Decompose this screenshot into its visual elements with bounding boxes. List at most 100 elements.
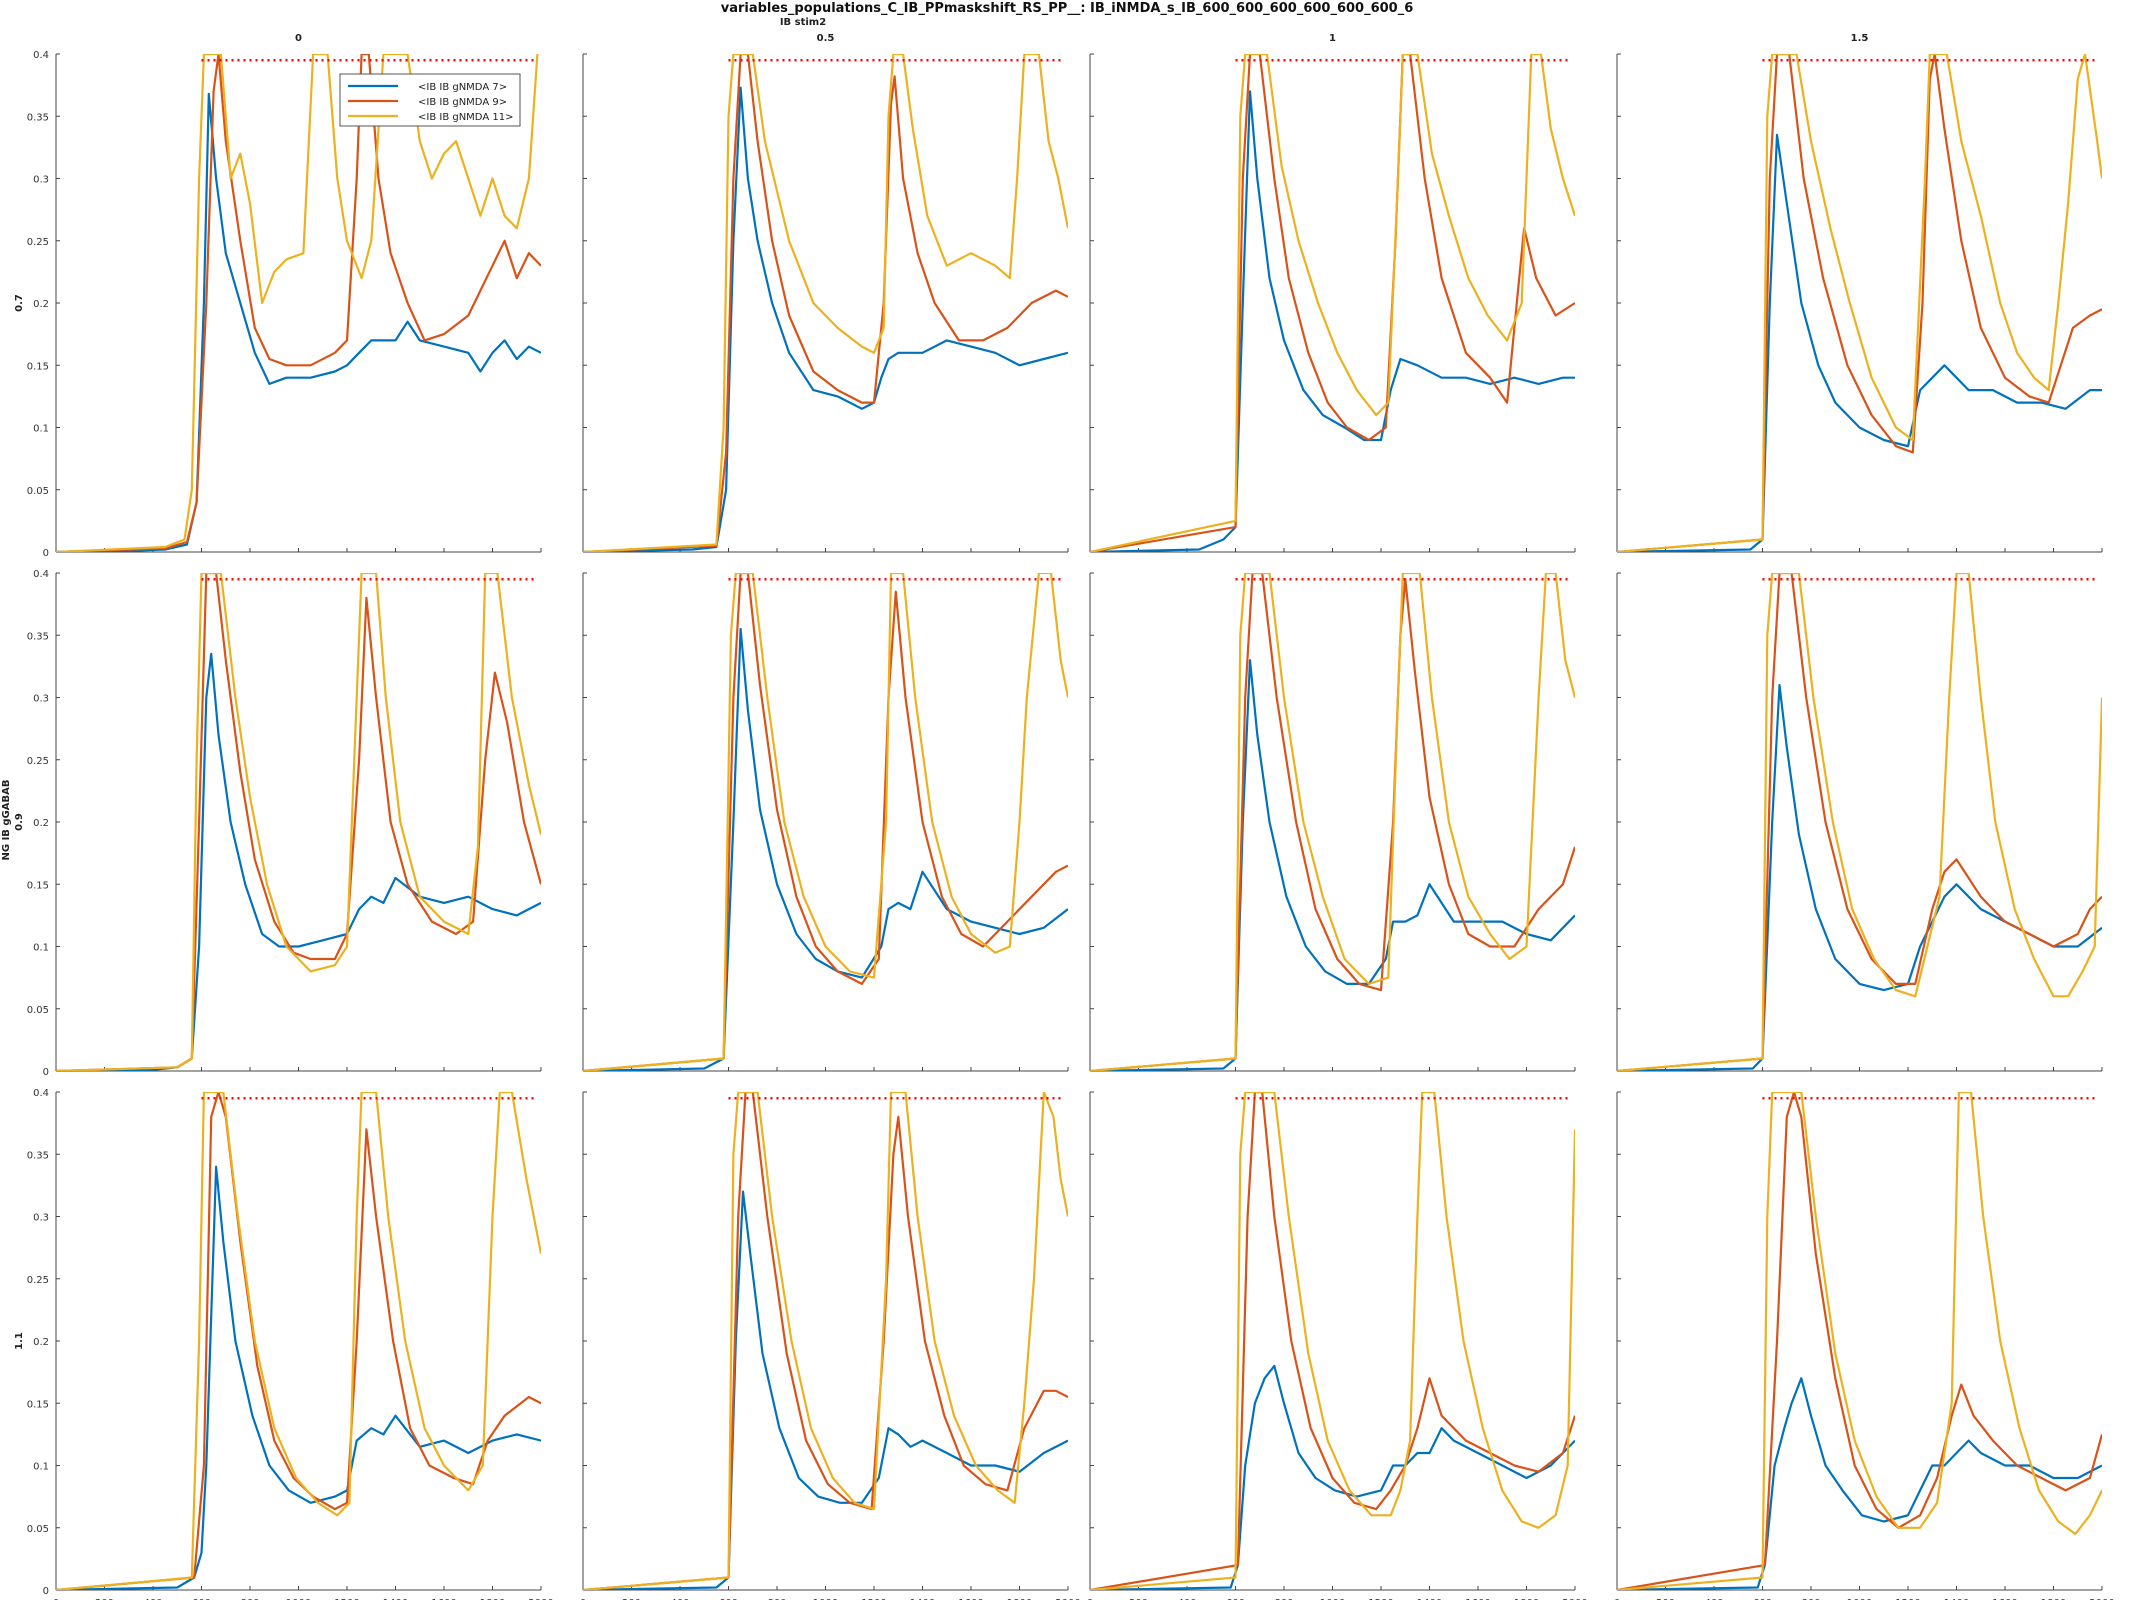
- x-tick-label: 600: [1226, 1598, 1245, 1600]
- series-line: [583, 86, 1068, 552]
- series-line: [583, 54, 1068, 552]
- legend-entry: <IB IB gNMDA 7>: [418, 82, 507, 93]
- x-tick-label: 800: [240, 1598, 259, 1600]
- x-tick-label: 1200: [1895, 1598, 1920, 1600]
- x-tick-label: 1800: [1514, 1598, 1539, 1600]
- x-tick-label: 1200: [334, 1598, 359, 1600]
- series-line: [1617, 54, 2102, 552]
- y-tick-label: 0.05: [27, 1524, 49, 1535]
- series-line: [1617, 1092, 2102, 1590]
- x-tick-label: 1200: [1368, 1598, 1393, 1600]
- y-tick-label: 0: [43, 1586, 49, 1597]
- series-line: [1617, 573, 2102, 1071]
- x-tick-label: 800: [1801, 1598, 1820, 1600]
- x-tick-label: 1800: [2041, 1598, 2066, 1600]
- x-tick-label: 0: [1087, 1598, 1093, 1600]
- y-tick-label: 0.2: [33, 299, 49, 310]
- x-tick-label: 400: [1704, 1598, 1723, 1600]
- x-tick-label: 200: [1129, 1598, 1148, 1600]
- y-tick-label: 0.25: [27, 756, 49, 767]
- legend: <IB IB gNMDA 7> <IB IB gNMDA 9> <IB IB gNM…: [339, 73, 521, 127]
- y-tick-label: 0.15: [27, 1399, 49, 1410]
- series-line: [1617, 133, 2102, 552]
- panel: [1616, 53, 2103, 553]
- x-tick-label: 1600: [958, 1598, 983, 1600]
- series-line: [1090, 573, 1575, 1071]
- y-tick-label: 0.3: [33, 694, 49, 705]
- column-axis-label: IB stim2: [780, 17, 826, 28]
- x-tick-label: 0: [1614, 1598, 1620, 1600]
- series-line: [1617, 1092, 2102, 1590]
- series-line: [583, 54, 1068, 552]
- panel: 0 0.05 0.1 0.15 0.2 0.25 0.3 0.35 0.4: [27, 569, 542, 1078]
- panel: 0 200 400 600 800 1000 1200 1400 1600 1800 2000: [1087, 1091, 1588, 1600]
- x-tick-label: 1000: [1320, 1598, 1345, 1600]
- legend-entry: <IB IB gNMDA 9>: [418, 97, 507, 108]
- series-line: [56, 1165, 541, 1590]
- panel: [582, 53, 1069, 553]
- x-tick-label: 2000: [528, 1598, 553, 1600]
- x-tick-label: 800: [767, 1598, 786, 1600]
- series-line: [583, 627, 1068, 1071]
- series-line: [583, 1092, 1068, 1590]
- panel: [1089, 53, 1576, 553]
- y-tick-label: 0.15: [27, 361, 49, 372]
- x-tick-label: 600: [1753, 1598, 1772, 1600]
- row-label: 0.7: [14, 294, 25, 312]
- y-tick-label: 0.25: [27, 1275, 49, 1286]
- series-line: [1617, 573, 2102, 1071]
- x-tick-label: 400: [1177, 1598, 1196, 1600]
- series-line: [1090, 54, 1575, 552]
- column-label: 0.5: [817, 33, 835, 44]
- x-tick-label: 200: [95, 1598, 114, 1600]
- x-tick-label: 1000: [286, 1598, 311, 1600]
- series-line: [1090, 573, 1575, 1071]
- y-tick-label: 0.4: [33, 1088, 49, 1099]
- y-tick-label: 0: [43, 548, 49, 559]
- series-line: [56, 1092, 541, 1590]
- x-tick-label: 1400: [910, 1598, 935, 1600]
- series-line: [56, 573, 541, 1071]
- row-axis-label: NG IB gGABAB: [1, 780, 12, 861]
- panel-grid: 0 0.5 1 1.50.70.91.100.050.10.150.20.250.30…: [14, 33, 2115, 1600]
- y-tick-label: 0.1: [33, 424, 49, 435]
- x-tick-label: 400: [670, 1598, 689, 1600]
- x-tick-label: 2000: [1562, 1598, 1587, 1600]
- y-tick-label: 0.4: [33, 50, 49, 61]
- legend-entry: <IB IB gNMDA 11>: [418, 112, 513, 123]
- figure-title: variables_populations_C_IB_PPmaskshift_R…: [721, 1, 1414, 16]
- y-tick-label: 0.2: [33, 818, 49, 829]
- x-tick-label: 200: [622, 1598, 641, 1600]
- panel: 0 200 400 600 800 1000 1200 1400 1600 1800 2000: [580, 1091, 1081, 1600]
- y-tick-label: 0.05: [27, 1005, 49, 1016]
- y-tick-label: 0.35: [27, 1150, 49, 1161]
- series-line: [583, 1190, 1068, 1590]
- series-line: [56, 54, 539, 552]
- y-tick-label: 0: [43, 1067, 49, 1078]
- series-line: [1090, 1364, 1575, 1590]
- series-line: [56, 54, 541, 552]
- x-tick-label: 0: [580, 1598, 586, 1600]
- y-tick-label: 0.15: [27, 880, 49, 891]
- x-tick-label: 600: [192, 1598, 211, 1600]
- panel: [1616, 572, 2103, 1072]
- x-tick-label: 2000: [1055, 1598, 1080, 1600]
- x-tick-label: 1600: [1992, 1598, 2017, 1600]
- series-line: [583, 573, 1068, 1071]
- series-line: [1090, 54, 1575, 552]
- x-tick-label: 0: [53, 1598, 59, 1600]
- series-line: [583, 573, 1068, 1071]
- series-line: [1617, 54, 2102, 552]
- y-tick-label: 0.35: [27, 631, 49, 642]
- series-line: [56, 92, 541, 552]
- x-tick-label: 1600: [1465, 1598, 1490, 1600]
- x-tick-label: 1400: [1944, 1598, 1969, 1600]
- x-tick-label: 1000: [1847, 1598, 1872, 1600]
- series-line: [1090, 90, 1575, 552]
- x-tick-label: 1000: [813, 1598, 838, 1600]
- row-label: 1.1: [14, 1332, 25, 1350]
- series-line: [56, 1092, 541, 1590]
- series-line: [56, 573, 541, 1071]
- series-line: [1090, 1092, 1575, 1590]
